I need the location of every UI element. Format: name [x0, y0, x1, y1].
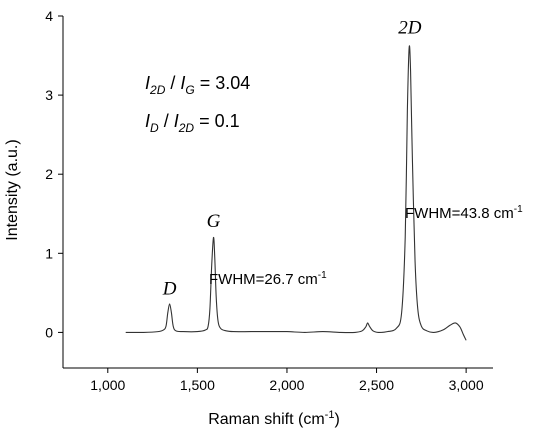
peak-label-2d: 2D: [398, 17, 422, 38]
y-ticks: 0 1 2 3 4: [45, 8, 63, 340]
x-axis-title: Raman shift (cm-1): [208, 409, 340, 428]
y-tick-label: 3: [45, 87, 53, 103]
y-tick-label: 4: [45, 8, 53, 24]
fwhm-2d-annotation: FWHM=43.8 cm-1: [405, 204, 523, 222]
fwhm-g-annotation: FWHM=26.7 cm-1: [209, 270, 327, 288]
x-tick-label: 2,500: [359, 377, 394, 393]
y-tick-label: 0: [45, 324, 53, 340]
x-tick-label: 1,000: [90, 377, 125, 393]
ratio-2d-g-annotation: I2D / IG = 3.04: [145, 73, 250, 97]
x-tick-label: 3,000: [449, 377, 484, 393]
peak-label-g: G: [207, 211, 221, 232]
axes: [62, 16, 493, 369]
x-ticks: 1,000 1,500 2,000 2,500 3,000: [90, 368, 484, 393]
peak-label-d: D: [162, 278, 177, 299]
spectrum-series-line: [125, 45, 467, 341]
ratio-d-2d-annotation: ID / I2D = 0.1: [145, 111, 240, 135]
y-axis-title: Intensity (a.u.): [4, 139, 21, 240]
x-tick-label: 1,500: [180, 377, 215, 393]
y-tick-label: 2: [45, 166, 53, 182]
y-tick-label: 1: [45, 245, 53, 261]
x-tick-label: 2,000: [269, 377, 304, 393]
peak-labels: D G 2D: [162, 17, 422, 299]
